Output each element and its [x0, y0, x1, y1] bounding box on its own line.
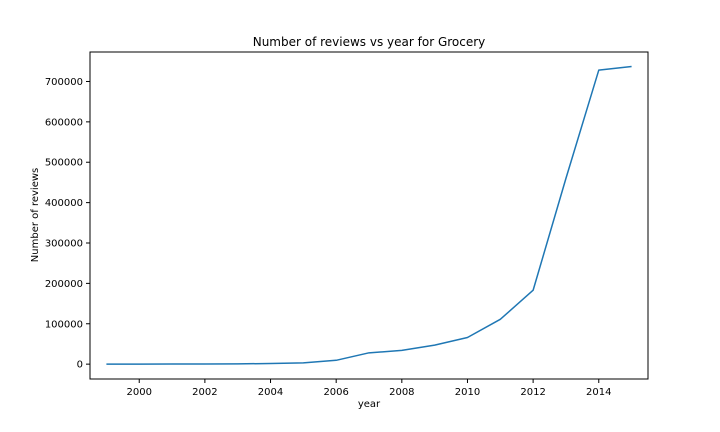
- x-tick-label: 2008: [389, 387, 414, 398]
- x-axis-label: year: [358, 399, 381, 410]
- y-axis-label: Number of reviews: [30, 168, 41, 262]
- x-tick-label: 2010: [455, 387, 480, 398]
- y-tick-label: 300000: [45, 238, 83, 249]
- x-tick-label: 2004: [258, 387, 283, 398]
- plot-area: [106, 65, 632, 365]
- y-tick-label: 600000: [45, 117, 83, 128]
- y-tick-label: 200000: [45, 279, 83, 290]
- y-tick-label: 700000: [45, 77, 83, 88]
- x-tick-label: 2014: [586, 387, 611, 398]
- x-tick-label: 2012: [520, 387, 545, 398]
- series-line: [106, 65, 632, 365]
- y-tick-label: 400000: [45, 198, 83, 209]
- x-axis: 2000 2002 2004 2006 2008 2010 2012 2014: [127, 379, 611, 398]
- y-tick-label: 100000: [45, 319, 83, 330]
- x-tick-label: 2000: [127, 387, 152, 398]
- y-tick-label: 500000: [45, 158, 83, 169]
- x-tick-label: 2002: [192, 387, 217, 398]
- y-tick-label: 0: [77, 360, 83, 371]
- axes-frame: [89, 51, 649, 380]
- chart-title: Number of reviews vs year for Grocery: [253, 35, 486, 49]
- y-axis: 0 100000 200000 300000 400000 500000 600000 700…: [45, 77, 90, 371]
- x-tick-label: 2006: [323, 387, 348, 398]
